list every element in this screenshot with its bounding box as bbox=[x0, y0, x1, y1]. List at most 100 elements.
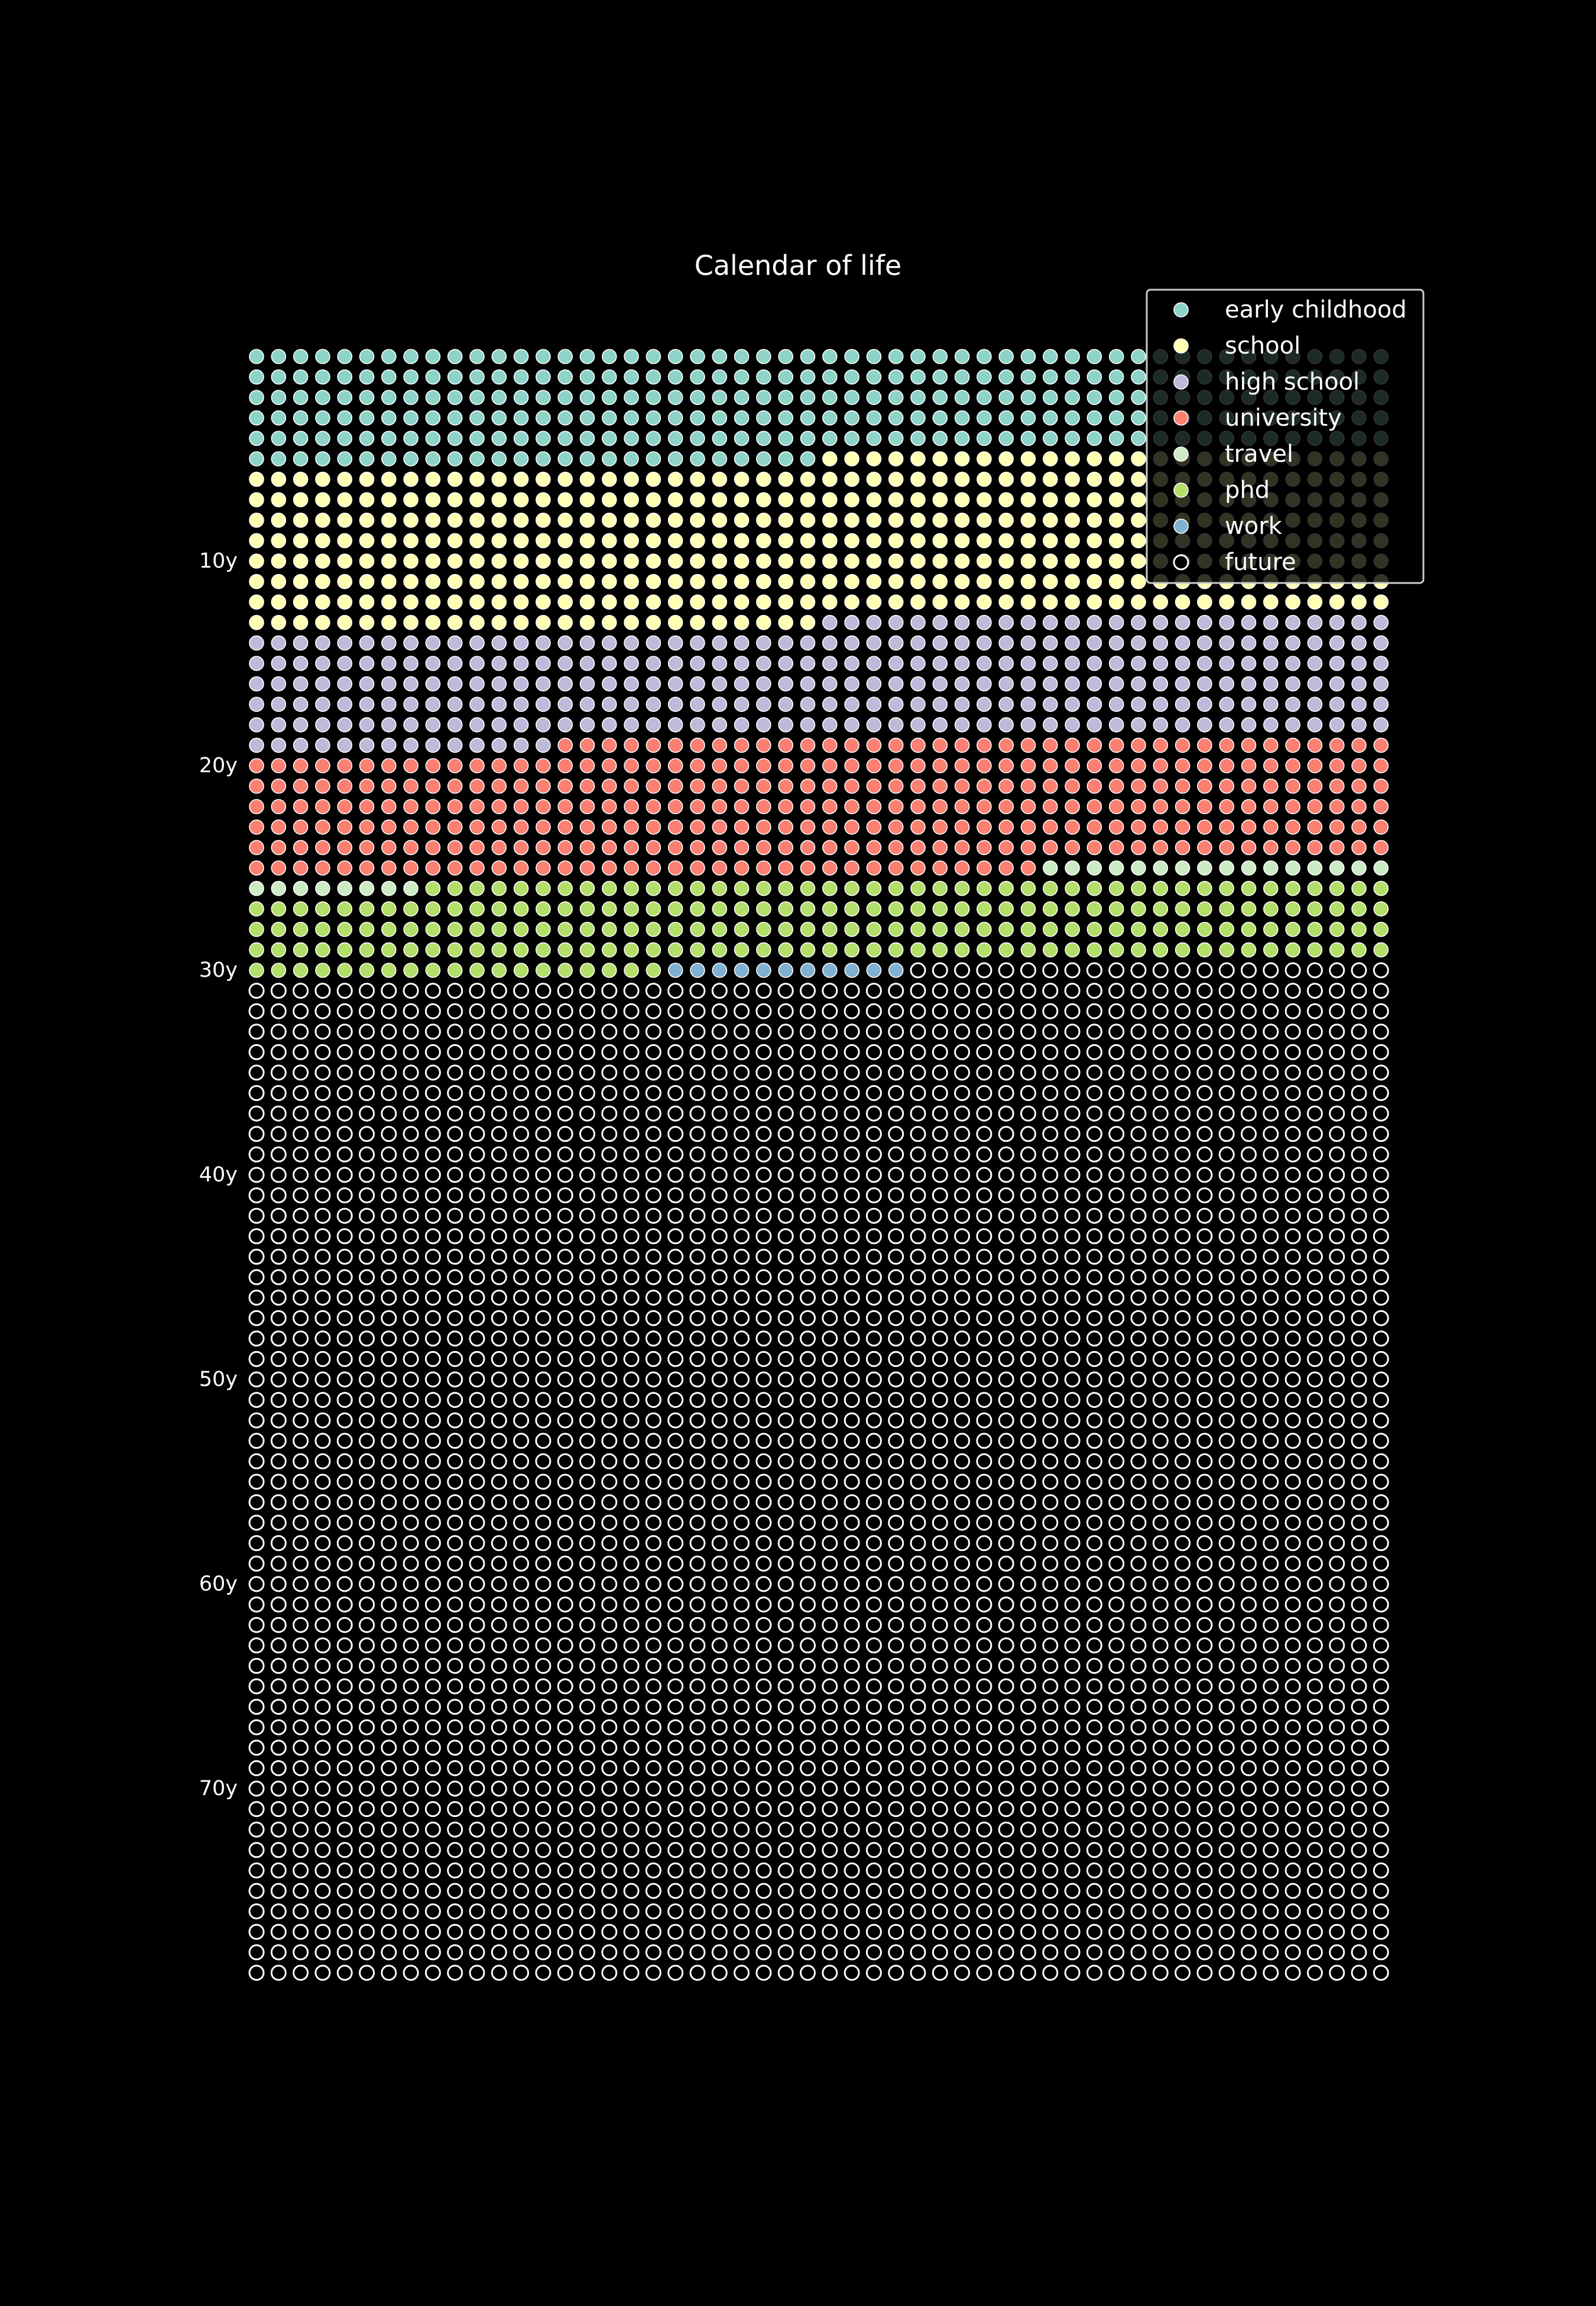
week-dot-school bbox=[1065, 533, 1080, 549]
week-dot-school bbox=[800, 574, 816, 590]
week-dot-phd bbox=[602, 880, 617, 896]
week-dot-future bbox=[689, 1801, 706, 1818]
week-dot-future bbox=[1108, 1290, 1125, 1306]
week-dot-future bbox=[381, 1187, 397, 1204]
week-dot-early-childhood bbox=[271, 430, 287, 446]
week-dot-future bbox=[976, 1146, 992, 1162]
week-dot-future bbox=[513, 1433, 530, 1449]
week-dot-high-school bbox=[403, 635, 419, 651]
week-dot-early-childhood bbox=[557, 451, 573, 467]
week-dot-early-childhood bbox=[1131, 410, 1146, 426]
week-dot-school bbox=[1020, 574, 1036, 590]
week-dot-future bbox=[314, 1555, 331, 1572]
week-dot-phd bbox=[734, 880, 750, 896]
week-dot-future bbox=[1108, 1473, 1125, 1490]
week-dot-future bbox=[822, 1453, 838, 1469]
week-dot-future bbox=[865, 1780, 882, 1797]
week-dot-future bbox=[777, 1064, 794, 1081]
week-dot-future bbox=[645, 1167, 661, 1183]
week-dot-future bbox=[1020, 1350, 1036, 1367]
week-dot-future bbox=[1108, 1228, 1125, 1245]
week-dot-future bbox=[381, 1146, 397, 1162]
week-dot-future bbox=[403, 1167, 419, 1183]
week-dot-future bbox=[469, 1350, 485, 1367]
week-dot-future bbox=[270, 1003, 287, 1019]
week-dot-future bbox=[336, 1637, 353, 1654]
week-dot-university bbox=[293, 799, 309, 814]
week-dot-future bbox=[623, 1126, 640, 1142]
week-dot-future bbox=[1064, 1678, 1081, 1695]
week-dot-high-school bbox=[293, 656, 309, 671]
week-dot-phd bbox=[1351, 922, 1367, 937]
week-dot-future bbox=[1373, 1044, 1389, 1060]
week-dot-university bbox=[712, 860, 728, 876]
week-dot-future bbox=[424, 1903, 441, 1920]
week-dot-future bbox=[359, 1862, 375, 1879]
week-dot-university bbox=[690, 778, 705, 794]
week-dot-future bbox=[403, 1024, 419, 1040]
week-dot-future bbox=[1329, 1269, 1345, 1285]
week-dot-future bbox=[623, 1637, 640, 1654]
week-dot-university bbox=[447, 820, 463, 835]
week-dot-future bbox=[734, 1187, 750, 1204]
week-dot-future bbox=[865, 1535, 882, 1552]
week-dot-phd bbox=[536, 880, 551, 896]
week-dot-early-childhood bbox=[359, 430, 375, 446]
week-dot-future bbox=[513, 1862, 530, 1879]
week-dot-high-school bbox=[1241, 676, 1257, 692]
week-dot-future bbox=[381, 1350, 397, 1367]
week-dot-future bbox=[844, 1862, 860, 1879]
week-dot-university bbox=[932, 778, 948, 794]
week-dot-future bbox=[1241, 1964, 1257, 1981]
week-dot-phd bbox=[315, 901, 330, 916]
week-dot-future bbox=[1196, 1473, 1213, 1490]
week-dot-future bbox=[270, 1085, 287, 1102]
week-dot-school bbox=[469, 615, 485, 630]
week-dot-future bbox=[447, 1964, 463, 1981]
week-dot-future bbox=[1196, 1105, 1213, 1122]
week-dot-future bbox=[777, 1187, 794, 1204]
week-dot-future bbox=[359, 1453, 375, 1469]
week-dot-future bbox=[645, 1412, 661, 1429]
week-dot-future bbox=[954, 1187, 971, 1204]
week-dot-university bbox=[1307, 758, 1323, 773]
week-dot-future bbox=[491, 1862, 507, 1879]
week-dot-future bbox=[491, 1719, 507, 1735]
week-dot-future bbox=[734, 1024, 750, 1040]
week-dot-early-childhood bbox=[536, 369, 551, 385]
week-dot-future bbox=[579, 1964, 595, 1981]
week-dot-phd bbox=[800, 922, 816, 937]
week-dot-high-school bbox=[734, 717, 750, 733]
week-dot-future bbox=[777, 1350, 794, 1367]
week-dot-future bbox=[535, 1760, 552, 1776]
week-dot-future bbox=[1108, 1105, 1125, 1122]
week-dot-future bbox=[336, 1821, 353, 1838]
week-dot-future bbox=[689, 1883, 706, 1899]
week-dot-school bbox=[734, 594, 750, 610]
week-dot-early-childhood bbox=[690, 430, 705, 446]
week-dot-work bbox=[844, 963, 859, 978]
week-dot-future bbox=[1351, 1617, 1367, 1633]
week-dot-future bbox=[601, 1576, 618, 1592]
week-dot-future bbox=[888, 1740, 904, 1756]
week-dot-phd bbox=[756, 942, 771, 958]
week-dot-future bbox=[1241, 1883, 1257, 1899]
week-dot-future bbox=[601, 1064, 618, 1081]
week-dot-school bbox=[844, 574, 859, 590]
week-dot-university bbox=[954, 799, 970, 814]
week-dot-high-school bbox=[1219, 697, 1234, 712]
week-dot-university bbox=[403, 799, 419, 814]
week-dot-future bbox=[1218, 1146, 1235, 1162]
legend-label-high-school: high school bbox=[1225, 368, 1360, 396]
week-dot-future bbox=[844, 1596, 860, 1613]
week-dot-university bbox=[977, 820, 992, 835]
week-dot-high-school bbox=[998, 656, 1014, 671]
week-dot-future bbox=[248, 1596, 265, 1613]
week-dot-school bbox=[359, 553, 375, 569]
week-dot-future bbox=[998, 1964, 1014, 1981]
week-dot-future bbox=[865, 1617, 882, 1633]
week-dot-future bbox=[1020, 1433, 1036, 1449]
week-dot-school bbox=[932, 533, 948, 549]
week-dot-high-school bbox=[1219, 635, 1234, 651]
week-dot-future bbox=[844, 1637, 860, 1654]
